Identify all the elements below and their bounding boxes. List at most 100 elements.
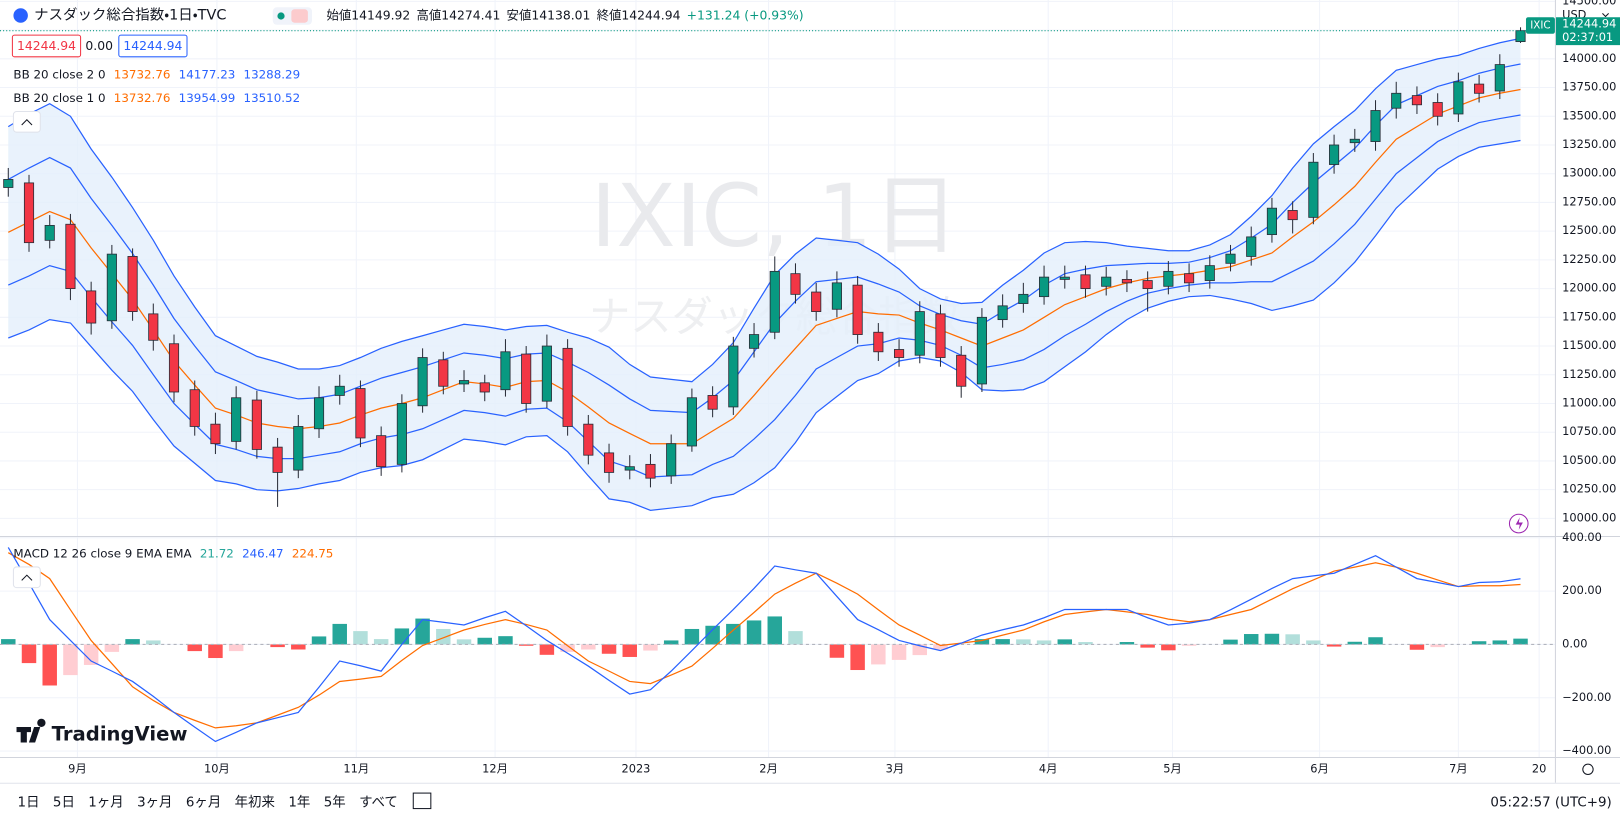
histogram-bar <box>228 644 244 652</box>
candle-body <box>1287 210 1298 221</box>
range-button[interactable]: 1年 <box>288 794 310 810</box>
histogram-bar <box>104 644 120 652</box>
candle-body <box>666 443 677 477</box>
y-tick-label: 14500.00 <box>1562 0 1616 7</box>
y-tick-label: 13000.00 <box>1562 166 1616 180</box>
histogram-bar <box>1430 644 1445 648</box>
collapse-button[interactable] <box>12 111 41 133</box>
histogram-bar <box>1140 644 1155 648</box>
candle-body <box>1474 83 1485 94</box>
histogram-bar <box>146 640 161 645</box>
histogram-bar <box>1119 642 1135 645</box>
histogram-bar <box>1036 640 1052 645</box>
histogram-bar <box>1264 633 1280 645</box>
candle-body <box>769 270 780 333</box>
y-tick-label: 11750.00 <box>1562 309 1616 323</box>
candle-body <box>893 349 905 358</box>
histogram-bar <box>581 644 596 650</box>
candle-body <box>251 399 262 450</box>
y-tick-label: 12750.00 <box>1562 194 1616 208</box>
histogram-bar <box>1243 634 1259 645</box>
range-button[interactable]: 1日 <box>18 795 40 810</box>
bb1-legend: BB 20 close 1 0 13732.76 13954.99 13510.52 <box>13 91 300 105</box>
candle-body <box>1515 30 1526 43</box>
x-tick-label: 20 <box>1532 761 1546 775</box>
settings-icon[interactable] <box>1582 763 1594 776</box>
histogram-bar <box>746 620 762 645</box>
candle-body <box>1101 276 1112 287</box>
candle-body <box>1432 102 1443 117</box>
range-button[interactable]: 年初来 <box>235 794 275 810</box>
histogram-bar <box>891 644 907 660</box>
y-tick-label: 12250.00 <box>1562 252 1616 266</box>
candle-body <box>1370 110 1381 142</box>
y-tick-label: 400.00 <box>1562 530 1602 544</box>
candle-body <box>624 466 635 471</box>
clock: 05:22:57 (UTC+9) <box>1490 795 1611 810</box>
candle-body <box>1142 280 1153 290</box>
ask-price: 14244.94 <box>123 38 182 53</box>
collapse-button[interactable] <box>12 566 41 589</box>
histogram-bar <box>456 639 472 645</box>
candle-body <box>873 331 884 353</box>
candle-body <box>831 282 842 310</box>
histogram-bar <box>643 644 658 651</box>
candle-body <box>811 291 822 312</box>
candle-body <box>914 311 925 356</box>
candle-body <box>1494 64 1505 92</box>
range-button[interactable]: すべて <box>359 794 398 810</box>
histogram-bar <box>1057 639 1073 645</box>
y-tick-label: −200.00 <box>1562 690 1611 704</box>
histogram-bar <box>311 636 327 645</box>
y-tick-label: 13500.00 <box>1562 108 1616 122</box>
candle-body <box>355 388 366 439</box>
histogram-bar <box>974 639 990 645</box>
histogram-bar <box>208 644 223 659</box>
histogram-bar <box>829 644 845 658</box>
candle-body <box>231 397 242 442</box>
range-button[interactable]: 6ヶ月 <box>186 795 221 810</box>
symbol-title[interactable]: ナスダック総合指数・1日・TVC <box>34 6 226 23</box>
candle-body <box>521 353 532 404</box>
candle-body <box>728 345 739 408</box>
histogram-bar <box>270 644 285 648</box>
ask-box[interactable] <box>118 34 188 58</box>
candle-body <box>997 305 1008 321</box>
collapse-icon <box>21 119 33 126</box>
y-tick-label: 12500.00 <box>1562 223 1616 237</box>
last-price-layer: IXIC 14244.94 02:37:01 <box>1525 16 1620 46</box>
x-tick-label: 4月 <box>1039 761 1058 775</box>
histogram-bar <box>933 644 948 650</box>
histogram-bar <box>601 644 617 654</box>
histogram-bar <box>42 644 57 686</box>
range-button[interactable]: 5日 <box>53 795 75 810</box>
histogram-bar <box>1368 637 1383 645</box>
histogram-bar <box>1181 644 1197 646</box>
bid-box[interactable] <box>11 34 82 58</box>
histogram-bar <box>373 639 389 645</box>
x-tick-label: 3月 <box>886 761 905 775</box>
range-button[interactable]: 1ヶ月 <box>88 795 123 810</box>
candle-body <box>1391 92 1402 109</box>
candle-body <box>458 380 470 385</box>
histogram-bar <box>1016 639 1031 645</box>
range-button[interactable]: 3ヶ月 <box>137 795 172 810</box>
y-tick-label: 200.00 <box>1562 583 1602 597</box>
histogram-bar <box>498 636 513 645</box>
range-button[interactable]: 5年 <box>324 794 346 810</box>
candle-body <box>396 403 407 465</box>
candle-body <box>334 385 345 396</box>
histogram-bar <box>187 644 202 652</box>
histogram-bar <box>1078 642 1093 645</box>
candle-body <box>1246 236 1257 257</box>
histogram-bar <box>1409 644 1425 650</box>
candle-body <box>1329 144 1340 165</box>
candle-body <box>148 313 159 341</box>
histogram-bar <box>1 639 16 645</box>
date-range-icon[interactable] <box>412 792 432 810</box>
histogram-bar <box>394 628 410 645</box>
candle-body <box>44 224 55 241</box>
candle-body <box>3 179 14 188</box>
candle-body <box>189 389 200 427</box>
